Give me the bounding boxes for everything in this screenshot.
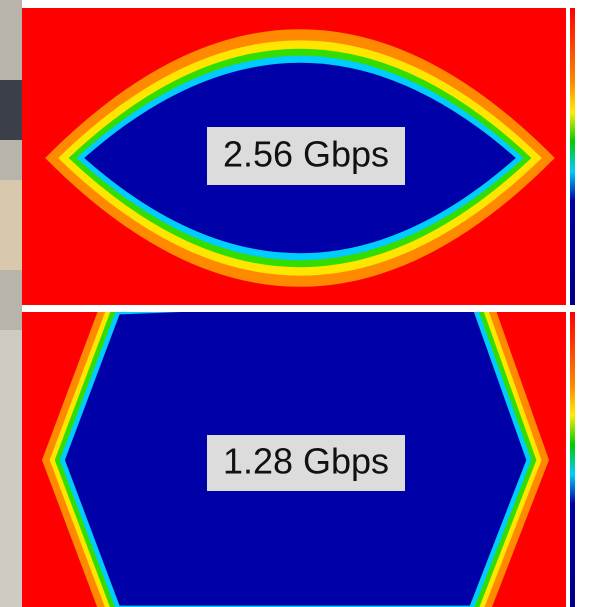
eye-label: 1.28 Gbps [223,441,389,482]
photo-detail [0,80,22,140]
photo-detail [0,330,22,607]
colorbar [570,312,575,607]
eye-panel-bottom: 1.28 Gbps [22,285,566,607]
eye-panel-top: 2.56 Gbps [22,8,566,305]
photo-detail [0,180,22,270]
eye-label: 2.56 Gbps [223,134,389,175]
eye-diagram-figure: 2.56 Gbps 1.28 Gbps [0,0,589,607]
colorbar [570,8,575,305]
